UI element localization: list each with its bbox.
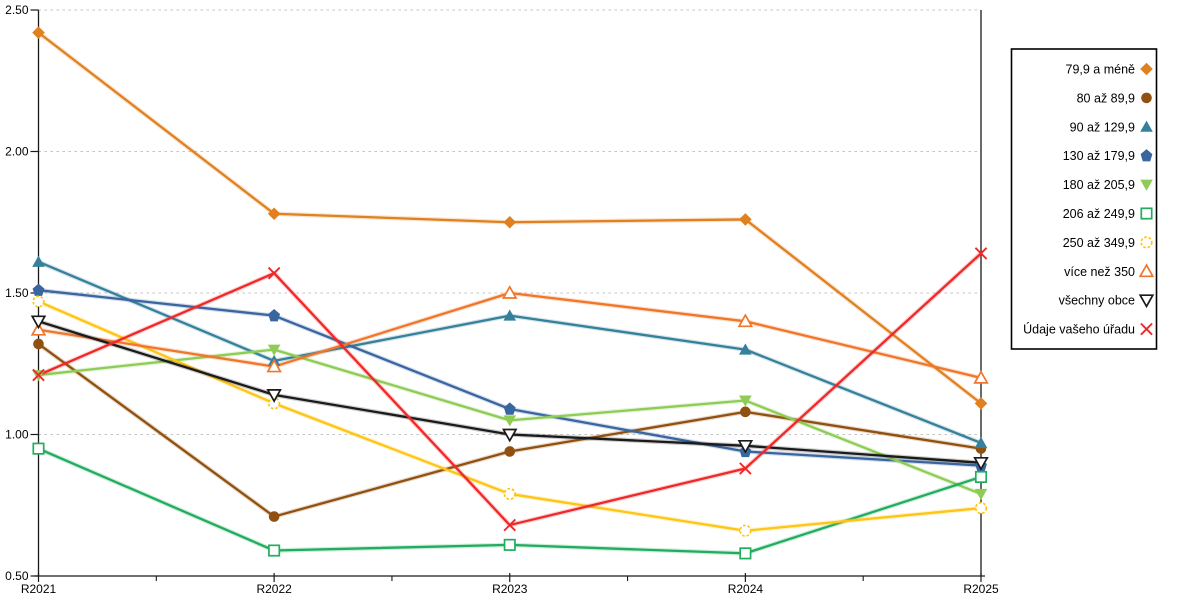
triangle-down-marker: [974, 488, 988, 501]
triangle-down-marker: [973, 456, 989, 471]
x-axis-tick-label: R2023: [492, 582, 528, 596]
legend-item-label: 130 až 179,9: [1063, 149, 1135, 163]
triangle-down-marker: [266, 389, 282, 403]
legend-item-label: všechny obce: [1059, 294, 1135, 308]
triangle-down-marker: [737, 439, 754, 454]
x-marker: [267, 266, 281, 280]
y-axis-tick-label: 0.50: [5, 569, 29, 583]
triangle-up-marker: [503, 309, 517, 321]
circle-marker: [32, 295, 45, 308]
legend-item: 79,9 a méně: [1066, 63, 1153, 77]
triangle-up-marker: [501, 285, 518, 299]
y-axis-tick-label: 1.00: [5, 428, 29, 442]
circle-marker: [974, 501, 988, 515]
triangle-up-marker: [737, 313, 754, 328]
series-line-5: [37, 447, 983, 555]
diamond-marker: [739, 213, 752, 226]
triangle-down-marker: [267, 344, 281, 356]
square-legend-icon: [1140, 207, 1153, 220]
legend-item-label: 80 až 89,9: [1077, 91, 1135, 105]
x-legend-icon: [1140, 322, 1153, 336]
triangle-down-marker: [501, 428, 518, 443]
circle-marker: [503, 487, 516, 501]
legend-item-label: více než 350: [1064, 265, 1135, 279]
triangle-down-marker: [30, 315, 47, 330]
diamond-marker: [503, 215, 517, 229]
circle-legend-icon: [1141, 92, 1152, 104]
x-marker: [739, 462, 752, 475]
triangle-down-legend-icon: [1140, 179, 1153, 191]
legend-item: 206 až 249,9: [1063, 207, 1153, 221]
square-marker: [974, 470, 988, 483]
square-marker: [503, 538, 516, 551]
y-axis-tick-label: 2.50: [5, 3, 29, 17]
legend-item-label: 180 až 205,9: [1063, 178, 1135, 192]
circle-marker: [268, 511, 280, 522]
pentagon-marker: [503, 402, 516, 415]
legend-item-label: Údaje vašeho úřadu: [1023, 322, 1135, 337]
legend-item: více než 350: [1064, 263, 1155, 279]
diamond-legend-icon: [1140, 62, 1153, 76]
x-marker: [974, 247, 988, 260]
y-axis-tick-label: 1.50: [5, 286, 29, 300]
legend-item-label: 90 až 129,9: [1070, 120, 1135, 134]
x-axis-tick-label: R2025: [963, 582, 999, 596]
legend-item: všechny obce: [1059, 294, 1155, 309]
circle-marker: [740, 406, 751, 418]
pentagon-marker: [268, 309, 281, 322]
circle-legend-icon: [1140, 236, 1153, 249]
legend-item: 250 až 349,9: [1063, 236, 1153, 250]
legend-item: 180 až 205,9: [1063, 178, 1153, 192]
legend-item-label: 79,9 a méně: [1066, 63, 1136, 77]
legend-item: 130 až 179,9: [1063, 149, 1153, 163]
pentagon-marker: [32, 283, 45, 296]
circle-marker: [504, 446, 516, 457]
square-marker: [268, 544, 281, 557]
triangle-up-legend-icon: [1140, 120, 1153, 132]
triangle-up-marker: [973, 369, 989, 384]
legend-item-label: 250 až 349,9: [1063, 236, 1135, 250]
y-axis-tick-label: 2.00: [5, 145, 29, 159]
diamond-marker: [974, 397, 988, 410]
circle-marker: [33, 338, 44, 350]
x-marker: [503, 518, 517, 532]
triangle-up-marker: [974, 436, 988, 448]
x-axis-tick-label: R2021: [21, 582, 57, 596]
legend-item-label: 206 až 249,9: [1063, 207, 1135, 221]
triangle-up-legend-icon: [1138, 263, 1155, 278]
triangle-up-marker: [739, 343, 752, 355]
pentagon-legend-icon: [1140, 149, 1153, 162]
legend-box: [1010, 48, 1158, 350]
square-marker: [32, 442, 45, 455]
triangle-down-marker: [503, 415, 517, 427]
triangle-up-marker: [32, 255, 45, 267]
triangle-down-legend-icon: [1138, 294, 1155, 309]
legend-item: 90 až 129,9: [1070, 120, 1153, 134]
series-line-5-glow: [36, 446, 984, 556]
x-marker: [32, 368, 45, 382]
legend-item: Údaje vašeho úřadu: [1023, 322, 1153, 337]
x-axis-tick-label: R2024: [728, 582, 764, 596]
diamond-marker: [32, 26, 45, 39]
diamond-marker: [267, 207, 281, 221]
circle-marker: [739, 524, 752, 537]
square-marker: [739, 547, 752, 560]
x-axis-tick-label: R2022: [256, 582, 292, 596]
triangle-down-marker: [739, 395, 752, 407]
triangle-up-marker: [266, 358, 282, 373]
legend-item: 80 až 89,9: [1077, 91, 1152, 105]
